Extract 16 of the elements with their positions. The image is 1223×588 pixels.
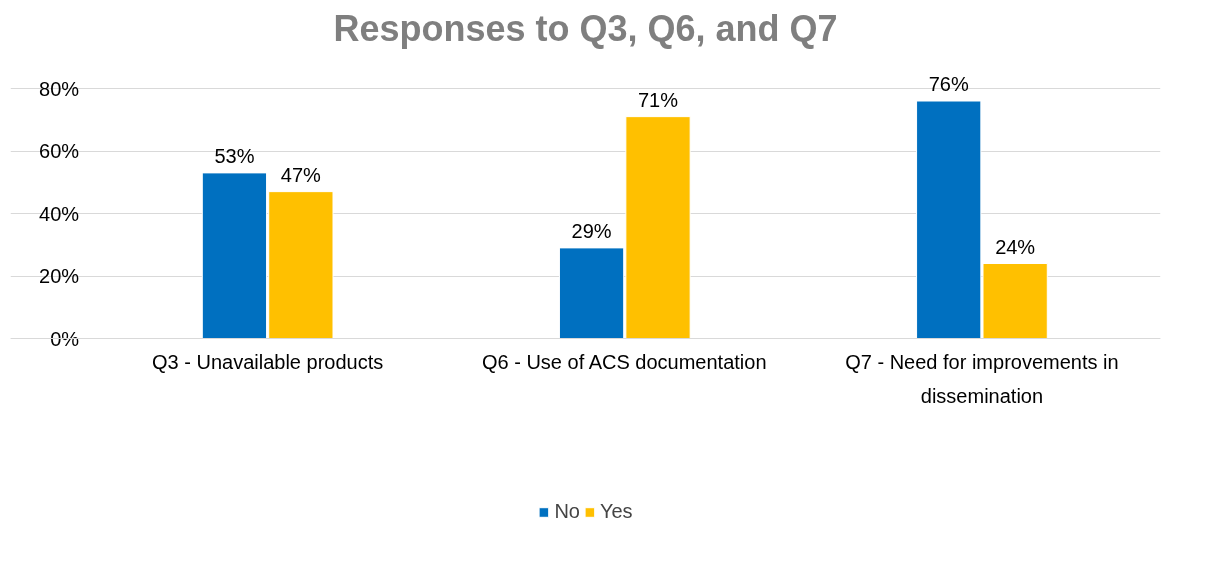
- y-tick-label: 40%: [39, 202, 80, 225]
- x-tick-label: Q7 - Need for improvements in dissemination: [845, 350, 1119, 407]
- data-label: 24%: [995, 235, 1036, 258]
- y-tick-label: 60%: [39, 140, 80, 162]
- data-label: 71%: [637, 88, 679, 111]
- data-label: 53%: [214, 144, 255, 167]
- y-tick-label: 20%: [39, 265, 80, 287]
- y-tick-label: 80%: [39, 77, 80, 100]
- x-tick-label: Q3 - Unavailable products: [152, 350, 384, 373]
- data-label: 47%: [280, 163, 322, 186]
- data-label: 76%: [928, 73, 969, 95]
- x-tick-label: Q6 - Use of ACS documentation: [481, 350, 767, 373]
- data-label: 29%: [571, 219, 612, 242]
- legend-label: Yes: [599, 500, 633, 523]
- chart-title: Responses to Q3, Q6, and Q7: [333, 7, 838, 49]
- legend-label: No: [554, 500, 580, 523]
